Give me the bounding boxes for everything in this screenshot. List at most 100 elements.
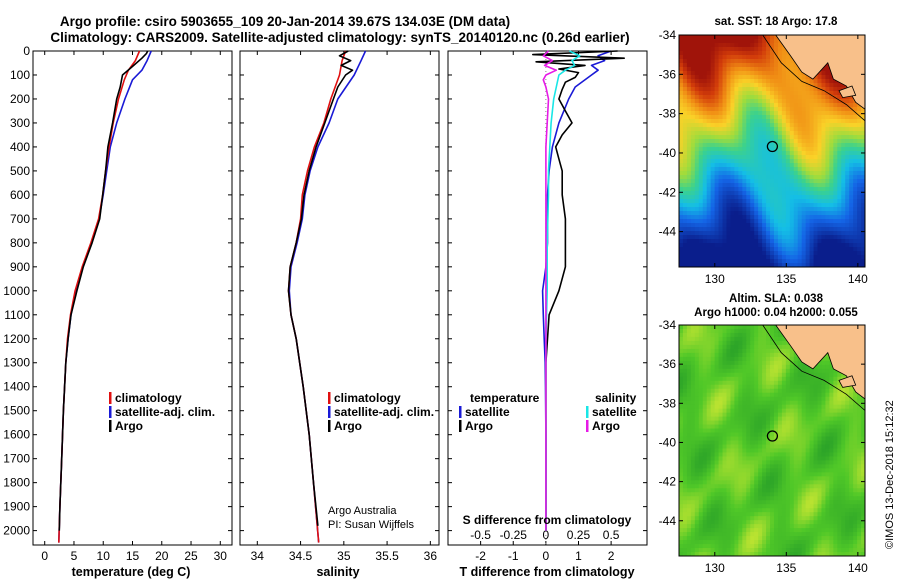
- sst-map-cell: [718, 255, 724, 260]
- sst-map-cell: [726, 159, 731, 164]
- sst-map-cell: [785, 219, 791, 224]
- sla-map-cell: [706, 488, 712, 493]
- depth-tick-label: 1200: [3, 332, 30, 346]
- sst-map-cell: [686, 99, 692, 104]
- sst-map-cell: [797, 123, 803, 128]
- sla-map-cell: [793, 480, 799, 485]
- sst-map-cell: [781, 151, 787, 156]
- sla-map-cell: [730, 352, 735, 358]
- sla-map-cell: [817, 476, 822, 481]
- sst-map-cell: [726, 43, 731, 48]
- sst-map-cell: [770, 255, 775, 260]
- sst-map-cell: [754, 159, 759, 164]
- sla-map-cell: [793, 412, 799, 418]
- sla-map-cell: [746, 468, 751, 473]
- sla-map-cell: [686, 396, 692, 402]
- sst-map-cell: [690, 235, 696, 240]
- sla-map-cell: [698, 440, 704, 445]
- sla-map-cell: [706, 392, 712, 398]
- sla-map-cell: [706, 372, 712, 378]
- sst-map-cell: [833, 79, 838, 84]
- x-tick-label: 30: [214, 549, 228, 563]
- sst-map-cell: [686, 247, 692, 252]
- sla-map-cell: [801, 388, 807, 394]
- sla-map-cell: [801, 448, 807, 453]
- sst-map-cell: [829, 183, 834, 188]
- sla-map-cell: [682, 325, 688, 330]
- sla-map-cell: [770, 456, 775, 461]
- sst-map-cell: [722, 79, 727, 84]
- sla-map-cell: [841, 464, 846, 469]
- sst-map-cell: [750, 123, 755, 128]
- sst-map-cell: [817, 131, 822, 136]
- sst-map-cell: [853, 115, 858, 120]
- sst-map-cell: [686, 151, 692, 156]
- sst-map-cell: [781, 51, 787, 56]
- sla-map-cell: [789, 408, 795, 414]
- sst-map-cell: [682, 91, 688, 96]
- sla-map-cell: [825, 436, 830, 441]
- sla-map-cell: [785, 476, 791, 481]
- sst-map-cell: [793, 155, 799, 160]
- sla-map-cell: [746, 488, 751, 493]
- sla-map-cell: [698, 376, 704, 382]
- sla-map-cell: [714, 484, 720, 489]
- sla-map-cell: [762, 396, 767, 402]
- sst-map-cell: [805, 143, 811, 148]
- sst-map-cell: [817, 187, 822, 192]
- sla-map-cell: [730, 368, 735, 374]
- sla-map-cell: [773, 440, 779, 445]
- sst-map-cell: [690, 55, 696, 60]
- sst-map-cell: [722, 63, 727, 68]
- sla-map-cell: [781, 484, 787, 489]
- sst-map-cell: [841, 223, 846, 228]
- sst-map-cell: [809, 79, 815, 84]
- sst-map-cell: [710, 67, 716, 72]
- sst-map-cell: [734, 39, 739, 44]
- sst-map-cell: [821, 183, 826, 188]
- sla-map-cell: [682, 388, 688, 394]
- sla-map-cell: [694, 380, 700, 386]
- sla-map-cell: [781, 432, 787, 438]
- sst-map-cell: [710, 111, 716, 116]
- sst-map-cell: [742, 111, 747, 116]
- sst-map-cell: [837, 231, 842, 236]
- sst-map-cell: [805, 99, 811, 104]
- sst-map-cell: [758, 155, 763, 160]
- sla-map-cell: [777, 488, 783, 493]
- sst-map-cell: [679, 63, 684, 68]
- sst-map-cell: [777, 143, 783, 148]
- sla-map-cell: [833, 476, 838, 481]
- sla-map-cell: [726, 344, 731, 350]
- sla-map-cell: [686, 492, 692, 497]
- sst-map-cell: [686, 171, 692, 176]
- sst-map-cell: [841, 107, 846, 112]
- sst-map-cell: [849, 175, 854, 180]
- sst-map-cell: [726, 163, 731, 168]
- sla-map-cell: [829, 480, 834, 485]
- sla-map-cell: [793, 484, 799, 489]
- sla-map-cell: [722, 408, 727, 414]
- sst-map-cell: [777, 63, 783, 68]
- sst-map-cell: [738, 203, 743, 208]
- sst-map-cell: [793, 195, 799, 200]
- sst-map-cell: [686, 215, 692, 220]
- sla-map-cell: [845, 448, 850, 453]
- sst-map-cell: [679, 87, 684, 92]
- sla-map-cell: [833, 468, 838, 473]
- sst-map-cell: [837, 155, 842, 160]
- sla-map-cell: [829, 452, 834, 457]
- sst-map-cell: [813, 147, 819, 152]
- sst-map-cell: [805, 207, 811, 212]
- sst-map-cell: [702, 175, 708, 180]
- sst-map-cell: [813, 131, 819, 136]
- sla-map-cell: [758, 344, 763, 350]
- sst-map-cell: [857, 259, 862, 264]
- sst-y-tick-label: -38: [659, 107, 677, 121]
- sst-map-cell: [857, 207, 862, 212]
- sla-map-cell: [837, 452, 842, 457]
- sst-map-cell: [785, 187, 791, 192]
- sst-map-cell: [781, 247, 787, 252]
- sst-map-cell: [861, 215, 866, 220]
- sst-map-cell: [698, 195, 704, 200]
